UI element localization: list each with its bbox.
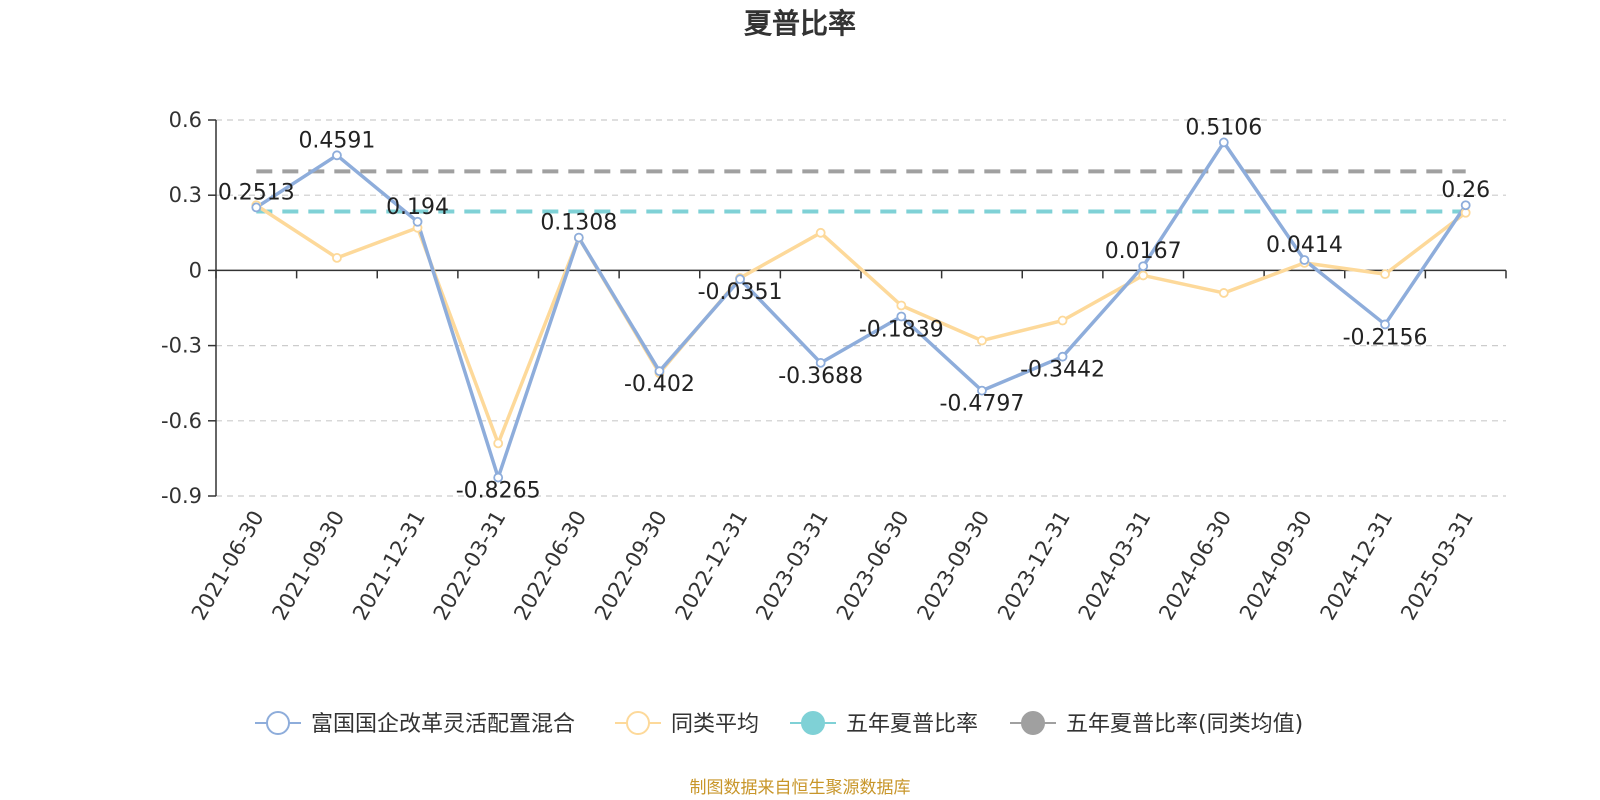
data-point	[815, 357, 826, 368]
data-label: 0.2513	[218, 180, 295, 205]
x-tick-label: 2024-06-30	[1154, 507, 1236, 625]
series-lines	[255, 140, 1468, 480]
y-tick-label: 0.3	[169, 183, 202, 207]
data-point	[1299, 255, 1310, 265]
data-label: 0.26	[1441, 178, 1490, 203]
data-point	[977, 385, 987, 396]
chart-title: 夏普比率	[744, 7, 856, 40]
x-tick-label: 2025-03-31	[1396, 507, 1478, 625]
data-point	[412, 216, 423, 227]
series-points	[251, 137, 1471, 483]
data-point	[1057, 315, 1068, 326]
data-label: -0.1839	[859, 317, 944, 342]
legend-label: 五年夏普比率	[846, 712, 978, 737]
legend-marker	[626, 711, 650, 735]
legend-label: 五年夏普比率(同类均值)	[1066, 712, 1303, 737]
x-tick-label: 2023-12-31	[993, 507, 1075, 625]
y-tick-label: -0.6	[161, 409, 202, 433]
y-tick-label: 0	[189, 258, 202, 282]
data-point	[654, 366, 665, 377]
source-note: 制图数据来自恒生聚源数据库	[690, 778, 911, 798]
legend-marker	[801, 711, 825, 735]
data-point	[815, 227, 826, 238]
legend-label: 富国国企改革灵活配置混合	[311, 712, 575, 737]
x-tick-label: 2023-03-31	[751, 507, 833, 625]
x-tick-label: 2021-12-31	[348, 507, 430, 625]
x-tick-label: 2022-06-30	[509, 507, 591, 625]
data-label: -0.3442	[1020, 358, 1105, 383]
data-point	[573, 232, 584, 243]
x-tick-label: 2022-12-31	[671, 507, 753, 625]
data-point	[332, 150, 342, 161]
legend-label: 同类平均	[671, 712, 759, 737]
data-label: 0.194	[386, 195, 449, 220]
data-label: 0.0414	[1266, 233, 1343, 258]
data-point	[1460, 200, 1471, 211]
x-tick-label: 2021-09-30	[267, 507, 349, 625]
data-point	[896, 300, 907, 311]
data-label: 0.4591	[298, 128, 375, 153]
legend: 富国国企改革灵活配置混合 同类平均 五年夏普比率 五年夏普比率(同类均值)	[255, 711, 1303, 737]
y-tick-label: -0.9	[161, 484, 202, 508]
data-point	[1138, 261, 1149, 272]
data-point	[1057, 351, 1068, 362]
data-label: -0.3688	[778, 364, 863, 389]
data-point	[493, 438, 504, 449]
y-tick-label: 0.6	[169, 108, 202, 132]
data-label: -0.2156	[1343, 325, 1428, 350]
x-tick-label: 2023-06-30	[832, 507, 914, 625]
data-point	[332, 252, 342, 263]
legend-marker	[1021, 711, 1045, 735]
data-point	[1218, 288, 1229, 298]
x-tick-label: 2022-03-31	[429, 507, 511, 625]
reference-lines	[256, 169, 1466, 214]
data-point	[977, 335, 987, 346]
data-labels: 0.2513 0.4591 0.194 -0.8265 0.1308 -0.402 -0.0…	[218, 115, 1490, 503]
series-line	[255, 203, 1467, 446]
data-label: -0.8265	[456, 479, 541, 504]
data-point	[1380, 319, 1390, 330]
data-point	[1138, 270, 1149, 281]
data-label: 0.0167	[1105, 239, 1182, 264]
data-label: 0.1308	[540, 211, 617, 236]
series-line	[255, 140, 1468, 480]
data-point	[493, 472, 504, 483]
data-label: -0.4797	[939, 392, 1024, 417]
x-axis-ticks: 2021-06-302021-09-302021-12-312022-03-31…	[187, 270, 1507, 625]
x-tick-label: 2024-12-31	[1316, 507, 1398, 625]
data-point	[896, 311, 907, 322]
data-label: 0.5106	[1185, 115, 1262, 140]
y-axis-ticks: 0.6 0.3 0 -0.3 -0.6 -0.9	[161, 108, 216, 508]
y-tick-label: -0.3	[161, 334, 202, 358]
x-tick-label: 2022-09-30	[590, 507, 672, 625]
x-tick-label: 2021-06-30	[187, 507, 269, 625]
data-point	[1380, 269, 1390, 280]
x-tick-label: 2024-09-30	[1235, 507, 1317, 625]
legend-marker	[266, 711, 290, 735]
axes	[215, 120, 1506, 496]
data-label: -0.0351	[698, 280, 783, 305]
x-tick-label: 2023-09-30	[912, 507, 994, 625]
data-label: -0.402	[624, 372, 695, 397]
data-point	[735, 274, 745, 285]
grid-lines	[216, 119, 1506, 497]
data-point	[251, 202, 262, 213]
data-point	[1218, 137, 1229, 148]
x-tick-label: 2024-03-31	[1074, 507, 1156, 625]
